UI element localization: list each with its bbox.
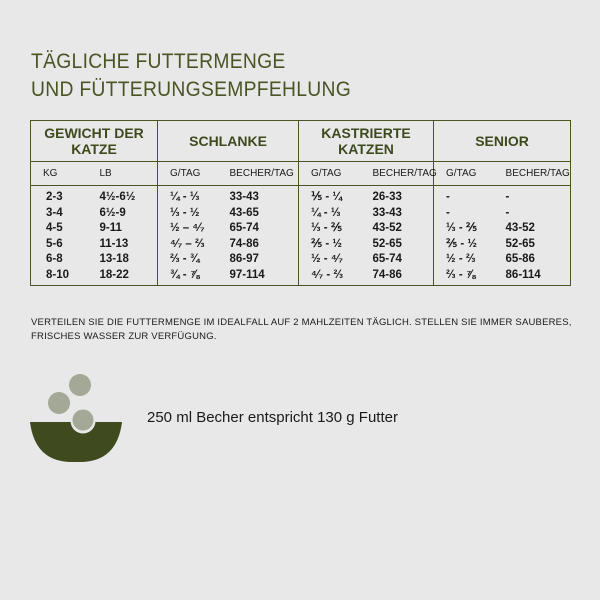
table-cell: ½ – ⁴⁄₇ bbox=[157, 221, 218, 237]
table-cell: 5-6 bbox=[46, 237, 63, 250]
table-cell: 86-97 bbox=[229, 253, 259, 266]
feeding-table: GEWICHT DER KATZE SCHLANKE KASTRIERTE KA… bbox=[30, 120, 572, 286]
table-cell: 65-74 bbox=[229, 222, 259, 235]
column-header: G/TAG bbox=[157, 161, 218, 186]
group-header: KASTRIERTE KATZEN bbox=[298, 120, 434, 162]
table-cell: 13-18 bbox=[99, 253, 129, 266]
table-cell: 86-114 bbox=[505, 268, 541, 281]
kibble-icon bbox=[72, 409, 94, 431]
column-header: BECHER/TAG bbox=[493, 161, 571, 186]
table-cell: - bbox=[505, 191, 510, 204]
table-cell: 74-86 bbox=[229, 237, 259, 250]
table-row: 5-6 11-13 ⁴⁄₇ – ⅔ 74-86 ⅖ - ½ 52-65 ⅖ - ½ 52-65 bbox=[31, 236, 571, 252]
title-line-2: UND FÜTTERUNGSEMPFEHLUNG bbox=[31, 78, 352, 101]
table-cell: 65-86 bbox=[505, 253, 535, 266]
table-cell: - bbox=[433, 185, 494, 206]
table-cell: ⅔ - ⅞ bbox=[433, 267, 494, 286]
table-cell: ⅓ - ⅖ bbox=[298, 221, 361, 237]
table-cell: - bbox=[505, 206, 510, 219]
table-cell: ⅖ - ½ bbox=[433, 236, 494, 252]
kibble-icon bbox=[69, 374, 91, 396]
table-row: 8-10 18-22 ¾ - ⅞ 97-114 ⁴⁄₇ - ⅔ 74-86 ⅔ - ⅞ 86-… bbox=[31, 267, 571, 286]
table-cell: 33-43 bbox=[229, 191, 259, 204]
table-cell: 33-43 bbox=[372, 206, 402, 219]
group-header: GEWICHT DER KATZE bbox=[30, 120, 158, 162]
table-cell: ½ - ⅔ bbox=[433, 252, 494, 268]
table-cell: 43-65 bbox=[229, 206, 259, 219]
table-cell: 43-52 bbox=[372, 222, 402, 235]
table-cell: 3-4 bbox=[46, 206, 63, 219]
table-cell: 4½-6½ bbox=[99, 191, 136, 204]
table-cell: ⅕ - ¼ bbox=[298, 185, 361, 206]
title-line-1: TÄGLICHE FUTTERMENGE bbox=[31, 50, 286, 73]
group-header: SCHLANKE bbox=[157, 120, 299, 162]
column-header: KG bbox=[30, 161, 88, 186]
table-cell: ⁴⁄₇ – ⅔ bbox=[157, 236, 218, 252]
table-cell: 6-8 bbox=[46, 253, 63, 266]
column-header: LB bbox=[87, 161, 158, 186]
table-cell: ½ - ⁴⁄₇ bbox=[298, 252, 361, 268]
table-cell: ¾ - ⅞ bbox=[157, 267, 218, 286]
food-bowl-icon bbox=[30, 374, 122, 462]
table-cell: ⅖ - ½ bbox=[298, 236, 361, 252]
table-row: 2-3 4½-6½ ¼ - ⅓ 33-43 ⅕ - ¼ 26-33 - - bbox=[31, 185, 571, 206]
column-header: G/TAG bbox=[298, 161, 361, 186]
table-cell: 65-74 bbox=[372, 253, 402, 266]
table-cell: 8-10 bbox=[46, 268, 70, 281]
table-row: 4-5 9-11 ½ – ⁴⁄₇ 65-74 ⅓ - ⅖ 43-52 ⅓ - ⅖ 43-52 bbox=[31, 221, 571, 237]
page-title: TÄGLICHE FUTTERMENGE UND FÜTTERUNGSEMPFE… bbox=[31, 48, 351, 104]
feeding-note: VERTEILEN SIE DIE FUTTERMENGE IM IDEALFA… bbox=[31, 317, 572, 342]
table-cell: 4-5 bbox=[46, 222, 63, 235]
group-header: SENIOR bbox=[433, 120, 571, 162]
table-cell: 18-22 bbox=[99, 268, 129, 281]
table-row: 3-4 6½-9 ⅓ - ½ 43-65 ¼ - ⅓ 33-43 - - bbox=[31, 205, 571, 221]
table-cell: 26-33 bbox=[372, 191, 402, 204]
table-cell: 52-65 bbox=[372, 237, 402, 250]
table-row: 6-8 13-18 ⅔ - ¾ 86-97 ½ - ⁴⁄₇ 65-74 ½ - ⅔ 65-86 bbox=[31, 252, 571, 268]
column-header: BECHER/TAG bbox=[360, 161, 437, 186]
column-header: BECHER/TAG bbox=[217, 161, 299, 186]
table-cell: 52-65 bbox=[505, 237, 535, 250]
column-header: G/TAG bbox=[433, 161, 494, 186]
table-cell: ¼ - ⅓ bbox=[157, 185, 218, 206]
table-cell: 74-86 bbox=[372, 268, 402, 281]
table-cell: ¼ - ⅓ bbox=[298, 205, 361, 221]
table-cell: 43-52 bbox=[505, 222, 535, 235]
bowl-shape bbox=[30, 422, 122, 462]
table-cell: 6½-9 bbox=[99, 206, 126, 219]
cup-info: 250 ml Becher entspricht 130 g Futter bbox=[147, 409, 398, 426]
table-cell: - bbox=[433, 205, 494, 221]
table-cell: ⅓ - ⅖ bbox=[433, 221, 494, 237]
table-cell: 11-13 bbox=[99, 237, 129, 250]
table-cell: 9-11 bbox=[99, 222, 122, 235]
table-cell: ⅓ - ½ bbox=[157, 205, 218, 221]
table-cell: ⁴⁄₇ - ⅔ bbox=[298, 267, 361, 286]
table-cell: ⅔ - ¾ bbox=[157, 252, 218, 268]
table-cell: 97-114 bbox=[229, 268, 265, 281]
kibble-icon bbox=[48, 392, 70, 414]
table-cell: 2-3 bbox=[46, 191, 63, 204]
